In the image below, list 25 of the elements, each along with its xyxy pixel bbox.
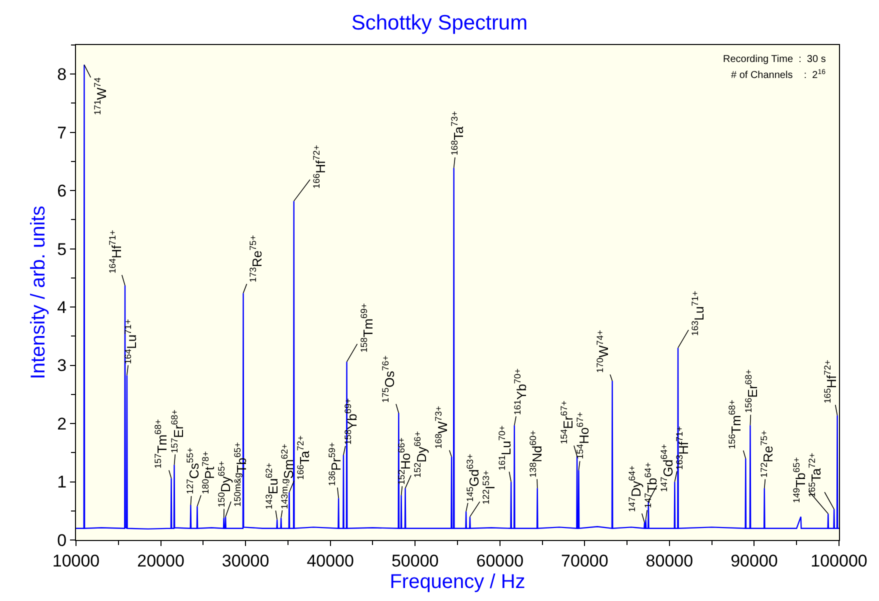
y-tick-label: 6 <box>57 182 67 201</box>
line-series <box>76 64 839 530</box>
x-tick-label: 20000 <box>137 551 184 570</box>
annotation: # of Channels : 2$^{16}$ <box>731 69 826 82</box>
y-tick-label: 5 <box>57 240 67 259</box>
y-tick-label: 2 <box>57 414 67 434</box>
y-tick-label: 4 <box>57 298 67 318</box>
x-axis-title: Frequency / Hz <box>390 570 526 593</box>
y-axis-title: Intensity / arb. units <box>28 206 50 380</box>
y-tick-label: 8 <box>57 65 67 84</box>
y-tick-label: 1 <box>57 472 67 492</box>
x-tick-label: 30000 <box>222 551 270 570</box>
y-tick-label: 0 <box>57 530 67 550</box>
chart-title: Schottky Spectrum <box>351 12 528 35</box>
x-tick-label: 40000 <box>306 551 354 570</box>
x-tick-label: 80000 <box>646 551 694 570</box>
y-tick-label: 7 <box>57 123 67 142</box>
x-tick-label: 60000 <box>476 551 524 570</box>
annotation: Recording Time : 30 s <box>723 54 826 65</box>
x-tick-label: 90000 <box>730 551 778 570</box>
y-tick-label: 3 <box>57 356 67 376</box>
x-tick-label: 50000 <box>391 551 439 570</box>
x-tick-label: 100000 <box>810 551 868 570</box>
x-tick-label: 10000 <box>52 551 100 570</box>
x-tick-label: 70000 <box>561 551 608 570</box>
